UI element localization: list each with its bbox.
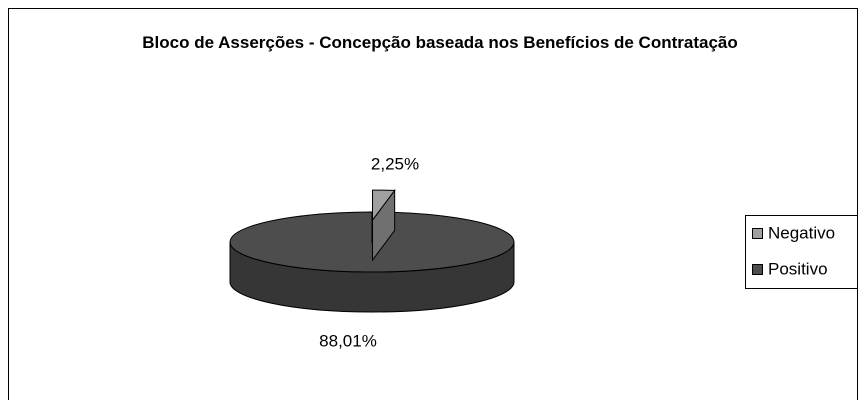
data-label: 2,25% <box>371 154 419 173</box>
data-label: 88,01% <box>319 331 377 350</box>
legend-label: Negativo <box>768 223 835 242</box>
legend-box <box>745 215 858 289</box>
pie-slice <box>372 188 396 262</box>
pie-slice <box>229 210 515 313</box>
legend-label: Positivo <box>768 259 828 278</box>
chart-border <box>8 8 858 400</box>
slice-top <box>372 189 396 222</box>
legend-swatch <box>752 228 763 239</box>
slice-top <box>229 211 515 273</box>
legend-swatch <box>752 264 763 275</box>
chart-title: Bloco de Asserções - Concepção baseada n… <box>142 33 738 52</box>
